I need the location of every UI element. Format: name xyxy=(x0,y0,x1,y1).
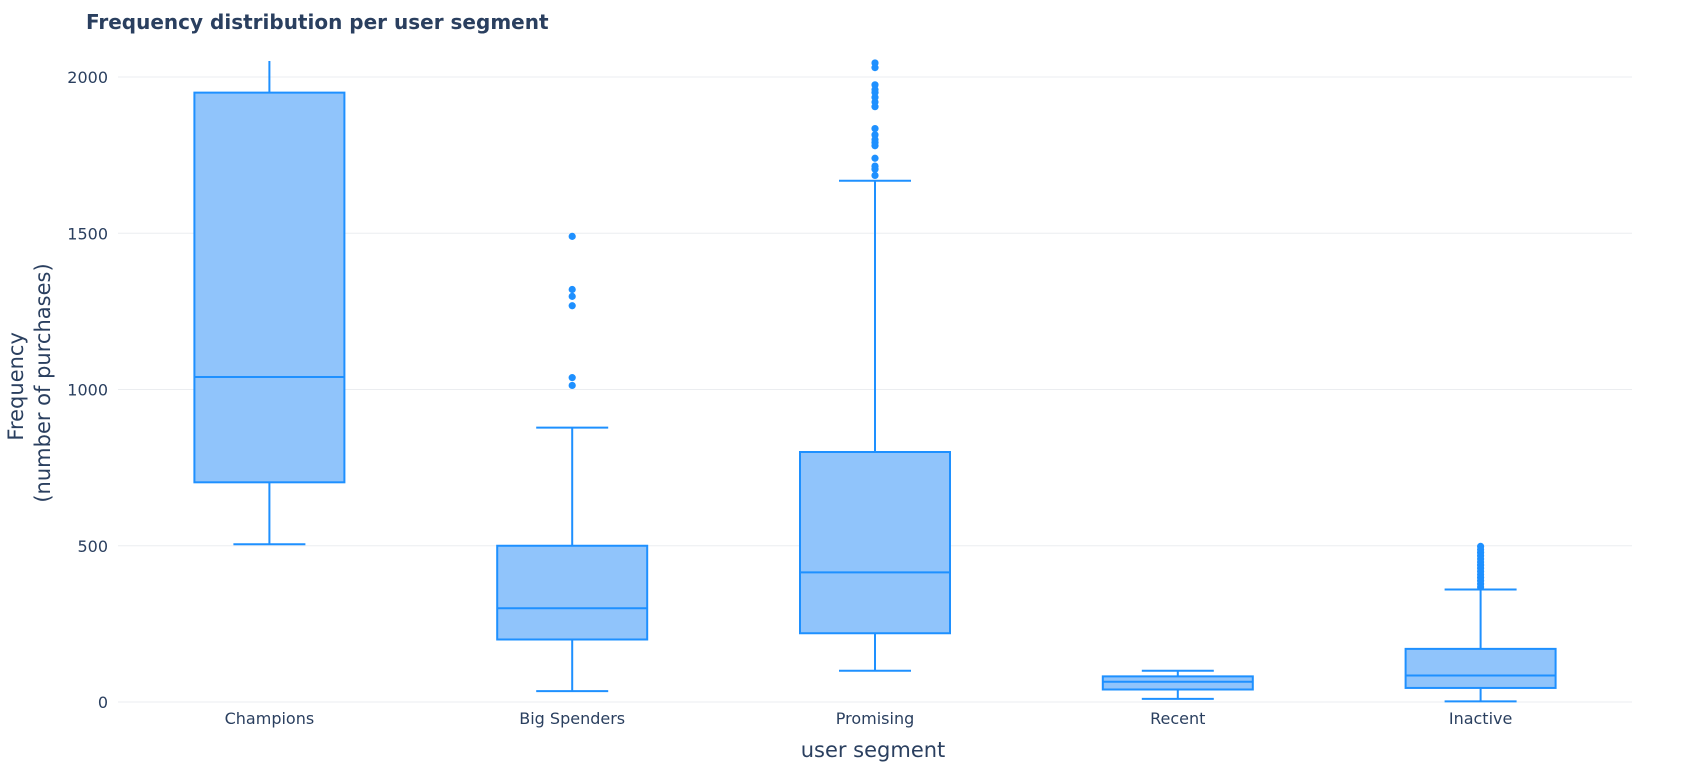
box-group xyxy=(193,61,346,546)
x-tick-label: Champions xyxy=(225,709,315,728)
outlier-point xyxy=(568,302,576,310)
chart-title: Frequency distribution per user segment xyxy=(86,10,549,34)
y-tick-label: 2000 xyxy=(67,68,108,87)
y-axis-title-line-2: (number of purchases) xyxy=(31,263,55,502)
outlier-point xyxy=(871,124,879,133)
x-tick-label: Inactive xyxy=(1449,709,1513,728)
box-body xyxy=(1101,675,1254,691)
outlier-point xyxy=(568,285,576,294)
x-tick-label: Big Spenders xyxy=(519,709,625,728)
outlier-point xyxy=(568,232,576,240)
box-body xyxy=(193,91,346,484)
outlier-point xyxy=(568,292,576,300)
box-body xyxy=(496,544,649,641)
outlier-point xyxy=(871,131,879,139)
y-axis-title-line-1: Frequency xyxy=(4,332,28,441)
box-group xyxy=(496,232,649,693)
boxes-layer xyxy=(193,59,1557,703)
outlier-point xyxy=(1477,542,1485,550)
box-body xyxy=(799,451,951,635)
outlier-point xyxy=(871,59,879,67)
x-axis-ticks: Champions Big Spenders Promising Recent Inac… xyxy=(225,709,1513,728)
y-tick-label: 1500 xyxy=(67,224,108,243)
outlier-point xyxy=(871,154,879,162)
y-axis-title: Frequency (number of purchases) xyxy=(4,263,55,502)
x-axis-title: user segment xyxy=(801,738,946,762)
outlier-point xyxy=(871,81,879,89)
box-group xyxy=(1101,669,1254,700)
y-tick-label: 0 xyxy=(98,693,108,712)
x-tick-label: Promising xyxy=(836,709,915,728)
outlier-point xyxy=(871,162,879,170)
y-tick-label: 500 xyxy=(77,537,108,556)
box-body xyxy=(1404,647,1557,689)
outlier-point xyxy=(871,171,879,180)
box-group xyxy=(799,59,951,672)
box-group xyxy=(1404,542,1557,703)
outlier-point xyxy=(568,374,576,382)
y-axis-ticks: 0 500 1000 1500 2000 xyxy=(67,68,108,712)
outlier-point xyxy=(568,381,576,390)
x-tick-label: Recent xyxy=(1150,709,1205,728)
y-tick-label: 1000 xyxy=(67,381,108,400)
